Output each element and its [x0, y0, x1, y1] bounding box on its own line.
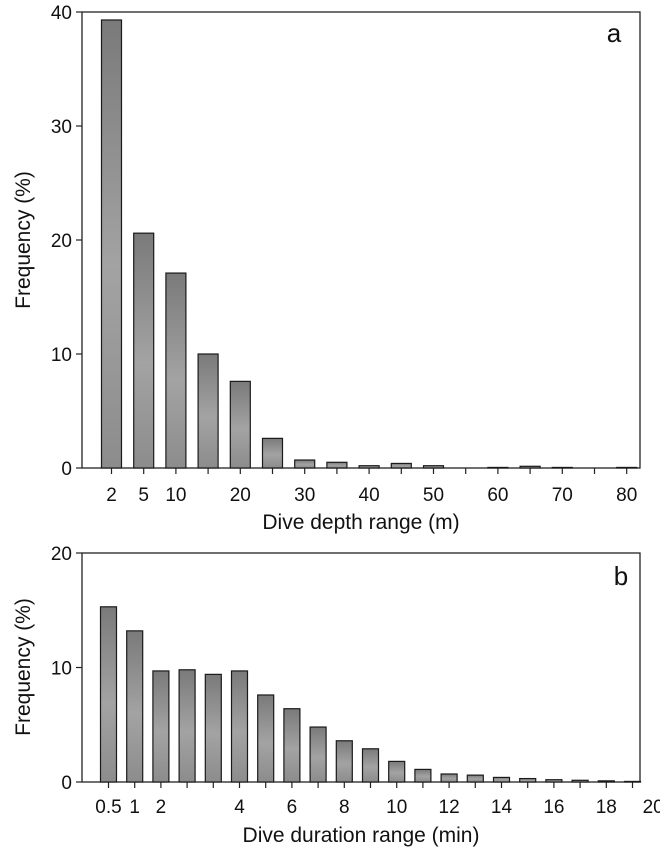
x-tick-label: 30 [294, 485, 315, 506]
panel-a-x-axis: 2 5 10 20 30 40 50 60 70 80 [106, 468, 637, 506]
panel-a-bars [100, 19, 638, 469]
x-tick-label: 60 [487, 485, 508, 506]
x-tick-label: 40 [359, 485, 380, 506]
x-tick-label: 14 [491, 797, 513, 818]
panel-a-y-axis-title: Frequency (%) [12, 171, 35, 309]
panel-a-chart: 0 10 20 30 40 2 5 10 20 30 40 50 60 70 80 a Dive dept… [12, 3, 641, 534]
x-tick-label: 80 [616, 485, 637, 506]
y-tick-label: 10 [51, 345, 72, 366]
bar [230, 670, 249, 783]
y-tick-label: 40 [51, 3, 72, 24]
bar [623, 780, 642, 783]
bar [422, 465, 445, 469]
panel-b-x-axis-title: Dive duration range (min) [243, 824, 480, 847]
x-tick-label: 50 [423, 485, 444, 506]
x-tick-label: 10 [165, 485, 186, 506]
bar [261, 437, 284, 469]
x-tick-label: 8 [339, 797, 350, 818]
bar [126, 630, 144, 783]
x-tick-label: 6 [287, 797, 298, 818]
bar [294, 459, 316, 469]
bar [335, 740, 353, 783]
x-tick-label: 70 [552, 485, 573, 506]
y-tick-label: 20 [51, 544, 72, 565]
y-tick-label: 10 [51, 659, 72, 680]
panel-b-label: b [614, 561, 628, 591]
x-tick-label: 10 [386, 797, 407, 818]
bar [597, 780, 615, 783]
bar [165, 272, 187, 469]
y-tick-label: 0 [61, 459, 72, 480]
panel-b-bars [99, 606, 642, 783]
bar [388, 760, 406, 783]
panel-a-label: a [607, 18, 622, 48]
y-tick-label: 20 [51, 231, 72, 252]
bar [519, 777, 537, 783]
bar [99, 606, 118, 783]
bar [326, 461, 348, 469]
bar [440, 773, 458, 783]
y-tick-label: 0 [61, 773, 72, 794]
x-tick-label: 5 [138, 485, 149, 506]
bar [204, 673, 222, 783]
x-tick-label: 16 [543, 797, 564, 818]
panel-b-x-axis: 0.5 12 4 6 8 10 12 14 16 18 20+ [95, 782, 660, 818]
bar [390, 462, 412, 469]
bar [197, 353, 219, 469]
bar [309, 726, 327, 783]
bar [571, 779, 589, 783]
x-tick-label: 18 [596, 797, 617, 818]
bar [545, 779, 563, 783]
panel-a-y-axis: 0 10 20 30 40 [51, 3, 82, 480]
bar [487, 466, 509, 469]
bar [361, 748, 380, 783]
x-tick-label: 20 [230, 485, 251, 506]
x-tick-label: 2 [106, 485, 117, 506]
panel-b-chart: 0 10 20 0.5 12 4 6 8 10 12 14 16 18 20+ b Dive durat… [12, 544, 660, 847]
x-tick-label: 0.5 [95, 797, 121, 818]
bar [551, 466, 573, 469]
bar [283, 708, 301, 783]
panel-b-y-axis-title: Frequency (%) [12, 598, 35, 736]
bar [100, 19, 123, 469]
bar [358, 465, 380, 469]
bar [152, 670, 170, 783]
x-tick-label: 20+ [643, 797, 660, 818]
bar [414, 768, 432, 783]
y-tick-label: 30 [51, 117, 72, 138]
bar [178, 669, 196, 783]
bar [229, 380, 251, 469]
x-tick-label: 1 [129, 797, 140, 818]
x-tick-label: 4 [234, 797, 245, 818]
bar [466, 774, 484, 783]
panel-b-y-axis: 0 10 20 [51, 544, 82, 794]
bar [616, 466, 638, 469]
bar [492, 776, 511, 783]
panel-a-x-axis-title: Dive depth range (m) [262, 511, 459, 534]
bar [257, 694, 275, 783]
bar [519, 465, 541, 469]
x-tick-label: 12 [439, 797, 460, 818]
x-tick-label: 2 [156, 797, 167, 818]
bar [133, 232, 155, 469]
